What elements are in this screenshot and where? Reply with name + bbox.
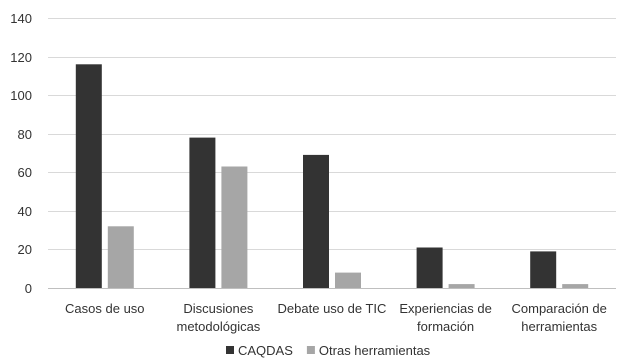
y-tick-label: 40 [18, 204, 32, 219]
category-label: Casos de uso [65, 301, 145, 316]
bar-otras-4 [562, 284, 589, 288]
legend-swatch-caqdas [226, 346, 234, 354]
category-label: Discusiones [183, 301, 254, 316]
legend-label-otras: Otras herramientas [319, 343, 431, 358]
legend-label-caqdas: CAQDAS [238, 343, 293, 358]
y-tick-label: 20 [18, 242, 32, 257]
y-tick-label: 0 [25, 281, 32, 296]
category-labels: Casos de uso Discusiones metodológicas Deba… [65, 301, 607, 334]
y-tick-label: 80 [18, 127, 32, 142]
bars [75, 64, 589, 288]
y-axis-ticks: 0 20 40 60 80 100 120 140 [10, 11, 32, 296]
bar-otras-1 [221, 166, 248, 288]
legend-swatch-otras [306, 346, 315, 354]
bar-otras-2 [335, 272, 361, 288]
legend: CAQDAS Otras herramientas [226, 343, 431, 358]
gridlines [48, 18, 616, 250]
y-tick-label: 120 [10, 50, 32, 65]
category-label: Comparación de [512, 301, 607, 316]
bar-caqdas-3 [416, 247, 443, 288]
y-tick-label: 100 [10, 88, 32, 103]
bar-caqdas-4 [530, 251, 557, 288]
category-label: herramientas [521, 319, 597, 334]
y-tick-label: 60 [18, 165, 32, 180]
category-label: Experiencias de [399, 301, 492, 316]
bar-caqdas-1 [189, 137, 216, 288]
bar-caqdas-2 [303, 154, 329, 288]
bar-otras-0 [107, 226, 134, 288]
bar-otras-3 [448, 284, 475, 288]
y-tick-label: 140 [10, 11, 32, 26]
bar-caqdas-0 [75, 64, 102, 288]
category-label: formación [417, 319, 474, 334]
category-label: metodológicas [176, 319, 260, 334]
category-label: Debate uso de TIC [278, 301, 387, 316]
